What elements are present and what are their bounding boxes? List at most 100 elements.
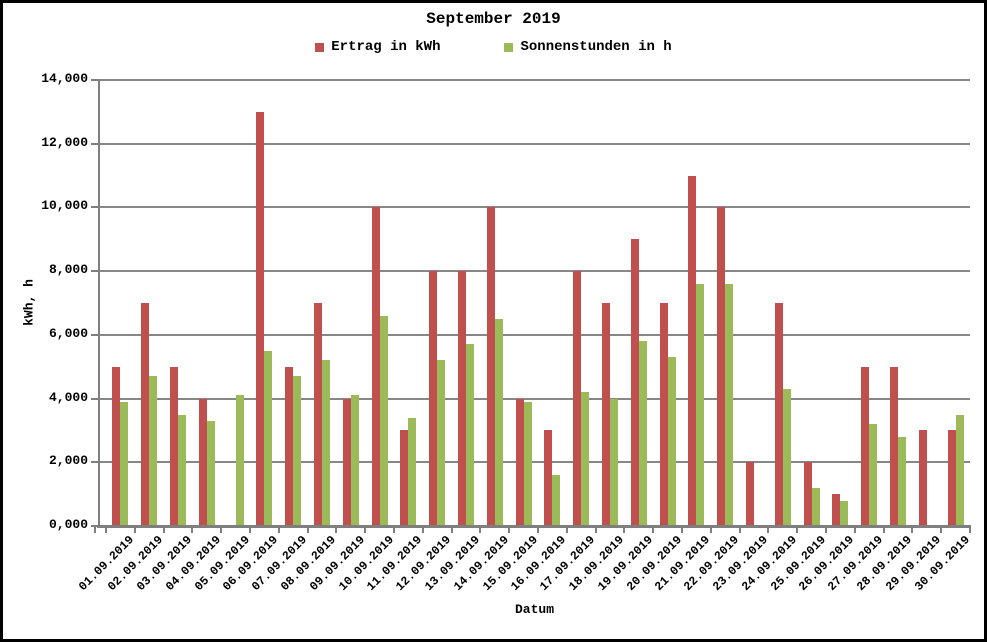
x-tick bbox=[94, 526, 96, 533]
x-tick bbox=[565, 526, 568, 533]
x-tick bbox=[796, 526, 799, 533]
bar-ertrag-24.09.2019 bbox=[774, 303, 783, 526]
chart-legend: Ertrag in kWh Sonnenstunden in h bbox=[0, 39, 987, 55]
bar-sonnenstunden-05.09.2019 bbox=[235, 395, 244, 526]
bar-ertrag-10.09.2019 bbox=[371, 207, 380, 526]
gridline bbox=[99, 206, 970, 209]
bar-ertrag-03.09.2019 bbox=[170, 366, 178, 526]
legend-label-ertrag: Ertrag in kWh bbox=[331, 39, 441, 55]
gridline bbox=[99, 397, 970, 400]
x-tick bbox=[393, 526, 395, 533]
bar-sonnenstunden-07.09.2019 bbox=[293, 376, 302, 526]
x-tick bbox=[162, 526, 165, 533]
bar-ertrag-14.09.2019 bbox=[486, 207, 495, 526]
y-tick bbox=[91, 142, 99, 145]
bar-sonnenstunden-17.09.2019 bbox=[581, 392, 590, 526]
bar-ertrag-19.09.2019 bbox=[630, 239, 639, 526]
bar-ertrag-07.09.2019 bbox=[285, 366, 294, 526]
x-tick bbox=[191, 526, 194, 533]
bar-sonnenstunden-12.09.2019 bbox=[437, 360, 446, 526]
bar-ertrag-09.09.2019 bbox=[342, 398, 351, 526]
y-tick-label: 10,000 bbox=[41, 198, 88, 214]
y-tick bbox=[91, 206, 99, 209]
bar-ertrag-26.09.2019 bbox=[832, 494, 841, 526]
bar-sonnenstunden-02.09.2019 bbox=[149, 376, 158, 526]
bar-ertrag-30.09.2019 bbox=[947, 430, 956, 526]
x-axis-line bbox=[97, 525, 971, 528]
bar-ertrag-11.09.2019 bbox=[400, 430, 409, 526]
bar-sonnenstunden-08.09.2019 bbox=[322, 360, 330, 526]
bar-sonnenstunden-25.09.2019 bbox=[811, 487, 820, 526]
x-tick bbox=[421, 526, 424, 533]
y-tick-label: 8,000 bbox=[48, 262, 88, 278]
bar-sonnenstunden-13.09.2019 bbox=[466, 344, 474, 526]
plot-area bbox=[99, 79, 970, 526]
legend-swatch-ertrag-icon bbox=[315, 42, 325, 52]
bar-sonnenstunden-19.09.2019 bbox=[638, 341, 647, 526]
bar-ertrag-04.09.2019 bbox=[198, 398, 207, 526]
bar-sonnenstunden-03.09.2019 bbox=[178, 414, 186, 526]
y-tick bbox=[91, 79, 99, 81]
bar-sonnenstunden-24.09.2019 bbox=[782, 389, 791, 526]
x-tick bbox=[220, 526, 223, 533]
x-axis-title: Datum bbox=[514, 602, 554, 617]
bar-ertrag-20.09.2019 bbox=[659, 303, 668, 526]
y-tick bbox=[91, 333, 99, 336]
bar-sonnenstunden-15.09.2019 bbox=[523, 401, 532, 526]
bar-ertrag-17.09.2019 bbox=[573, 271, 582, 526]
y-tick-label: 6,000 bbox=[48, 325, 88, 341]
bar-ertrag-15.09.2019 bbox=[515, 398, 524, 526]
bar-ertrag-12.09.2019 bbox=[429, 271, 438, 526]
bar-ertrag-16.09.2019 bbox=[544, 430, 553, 526]
bar-ertrag-28.09.2019 bbox=[890, 366, 898, 526]
legend-item-sonnenstunden: Sonnenstunden in h bbox=[504, 39, 672, 55]
bar-ertrag-23.09.2019 bbox=[746, 462, 754, 526]
legend-label-sonnenstunden: Sonnenstunden in h bbox=[520, 39, 672, 55]
y-tick-label: 2,000 bbox=[48, 453, 88, 469]
y-tick bbox=[91, 397, 99, 400]
y-axis-line bbox=[98, 80, 100, 528]
chart-title: September 2019 bbox=[426, 10, 561, 28]
bar-sonnenstunden-21.09.2019 bbox=[696, 283, 705, 526]
x-tick bbox=[652, 526, 655, 533]
x-tick bbox=[681, 526, 683, 533]
x-tick bbox=[882, 526, 885, 533]
legend-item-ertrag: Ertrag in kWh bbox=[315, 39, 440, 55]
bar-sonnenstunden-22.09.2019 bbox=[725, 283, 734, 526]
y-tick-label: 4,000 bbox=[48, 389, 88, 405]
bar-sonnenstunden-01.09.2019 bbox=[120, 401, 129, 526]
bar-sonnenstunden-26.09.2019 bbox=[840, 500, 849, 526]
x-tick bbox=[623, 526, 626, 533]
x-tick bbox=[306, 526, 309, 533]
bar-sonnenstunden-20.09.2019 bbox=[667, 357, 676, 526]
bar-sonnenstunden-27.09.2019 bbox=[869, 424, 878, 526]
x-tick bbox=[537, 526, 539, 533]
x-tick bbox=[249, 526, 251, 533]
bar-ertrag-21.09.2019 bbox=[688, 175, 697, 526]
x-tick bbox=[277, 526, 280, 533]
bar-sonnenstunden-16.09.2019 bbox=[552, 475, 561, 526]
x-tick bbox=[105, 526, 107, 533]
x-tick bbox=[479, 526, 482, 533]
bar-sonnenstunden-18.09.2019 bbox=[610, 398, 618, 526]
bar-ertrag-01.09.2019 bbox=[112, 366, 121, 526]
x-tick bbox=[767, 526, 770, 533]
y-tick-label: 14,000 bbox=[41, 71, 88, 86]
x-tick bbox=[940, 526, 943, 533]
bar-sonnenstunden-30.09.2019 bbox=[955, 414, 964, 526]
bar-ertrag-18.09.2019 bbox=[602, 303, 610, 526]
bar-ertrag-13.09.2019 bbox=[458, 271, 466, 526]
x-tick bbox=[825, 526, 827, 533]
gridline bbox=[99, 142, 970, 145]
bar-ertrag-27.09.2019 bbox=[861, 366, 870, 526]
y-tick bbox=[91, 270, 99, 273]
bar-ertrag-02.09.2019 bbox=[141, 303, 150, 526]
x-tick bbox=[364, 526, 367, 533]
bar-ertrag-25.09.2019 bbox=[803, 462, 812, 526]
bar-sonnenstunden-09.09.2019 bbox=[350, 395, 359, 526]
y-axis-title: kWh, h bbox=[21, 279, 37, 326]
bar-sonnenstunden-04.09.2019 bbox=[206, 420, 215, 526]
gridline bbox=[99, 461, 970, 464]
bar-sonnenstunden-14.09.2019 bbox=[494, 318, 503, 526]
x-tick bbox=[594, 526, 597, 533]
